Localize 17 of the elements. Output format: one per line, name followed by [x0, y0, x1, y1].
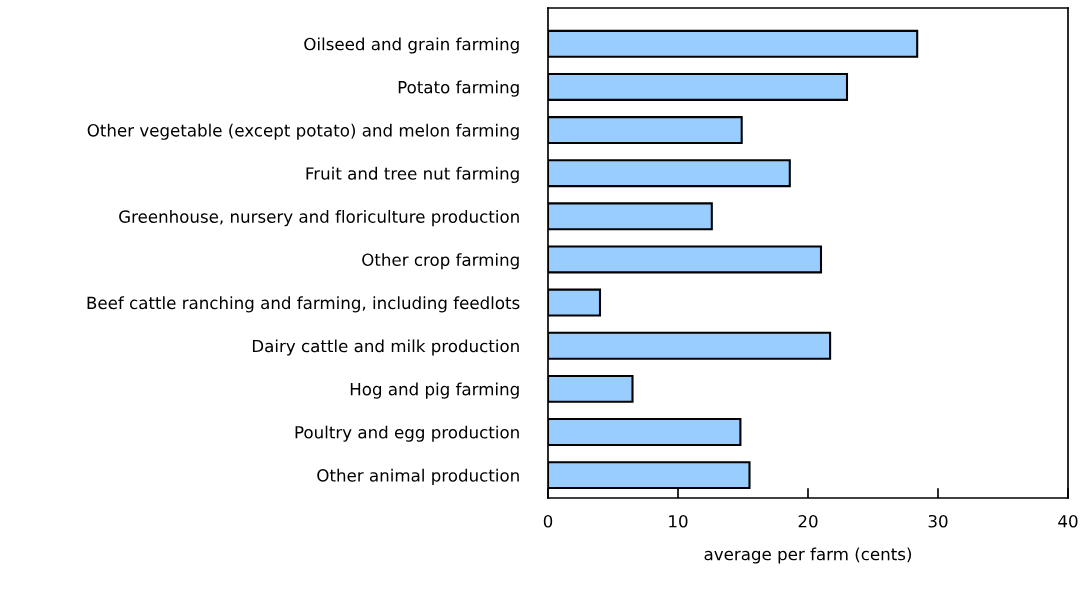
x-tick-label: 40	[1058, 514, 1078, 528]
x-tick-label: 30	[928, 514, 948, 528]
y-tick-label: Other animal production	[317, 468, 519, 485]
y-tick-label: Poultry and egg production	[295, 425, 519, 442]
y-tick-label: Other vegetable (except potato) and melon farming	[87, 123, 519, 140]
x-tick-label: 20	[798, 514, 818, 528]
y-tick-label: Dairy cattle and milk production	[252, 339, 519, 356]
y-tick-label: Potato farming	[398, 80, 519, 97]
y-tick-label: Hog and pig farming	[350, 382, 519, 399]
y-tick-label: Other crop farming	[362, 253, 519, 270]
x-axis-title: average per farm (cents)	[704, 547, 912, 564]
y-tick-label: Greenhouse, nursery and floriculture production	[119, 210, 519, 227]
x-tick-label: 10	[669, 514, 688, 528]
y-tick-label: Beef cattle ranching and farming, including feedlots	[87, 296, 520, 313]
x-tick-label: 0	[543, 514, 553, 528]
y-tick-label: Oilseed and grain farming	[304, 37, 519, 54]
y-tick-label: Fruit and tree nut farming	[306, 166, 519, 183]
